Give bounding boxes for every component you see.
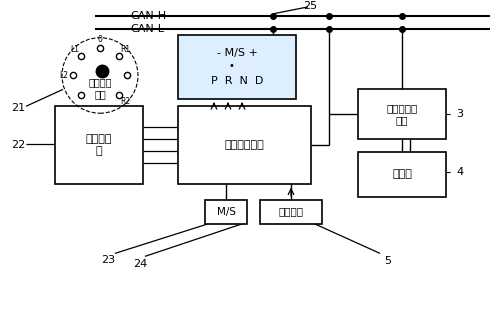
Text: 24: 24 (133, 259, 147, 269)
Text: 23: 23 (101, 255, 115, 265)
Bar (178, 35, 296, 99)
Text: 0: 0 (98, 35, 102, 44)
Text: 变速器: 变速器 (392, 169, 412, 179)
Text: 22: 22 (11, 140, 25, 150)
Text: 4: 4 (456, 167, 464, 177)
Text: 5: 5 (384, 256, 392, 266)
Text: 传感器模
块: 传感器模 块 (86, 134, 112, 156)
Text: P  R  N  D: P R N D (211, 76, 263, 86)
Bar (358, 152, 446, 197)
Bar (358, 89, 446, 139)
Text: M/S: M/S (216, 207, 236, 217)
Text: L1: L1 (70, 46, 79, 54)
Text: R2: R2 (120, 96, 131, 106)
Text: 3: 3 (456, 109, 464, 119)
Text: - M/S +: - M/S + (216, 48, 258, 58)
Text: 25: 25 (303, 1, 317, 11)
Text: 刹车模块: 刹车模块 (278, 207, 303, 217)
Text: •: • (228, 61, 234, 71)
Bar (260, 200, 322, 223)
Text: 换挡旋钮
组件: 换挡旋钮 组件 (88, 78, 112, 99)
Bar (55, 106, 143, 184)
Text: R1: R1 (120, 46, 131, 54)
Bar (178, 106, 311, 184)
Text: 21: 21 (11, 103, 25, 113)
Text: CAN-L: CAN-L (130, 24, 164, 34)
Bar (205, 200, 247, 223)
Text: 变速器控制
单元: 变速器控制 单元 (386, 103, 418, 125)
Text: L2: L2 (59, 71, 68, 80)
Text: CAN-H: CAN-H (130, 11, 166, 21)
Text: 电子控制单元: 电子控制单元 (224, 140, 264, 150)
